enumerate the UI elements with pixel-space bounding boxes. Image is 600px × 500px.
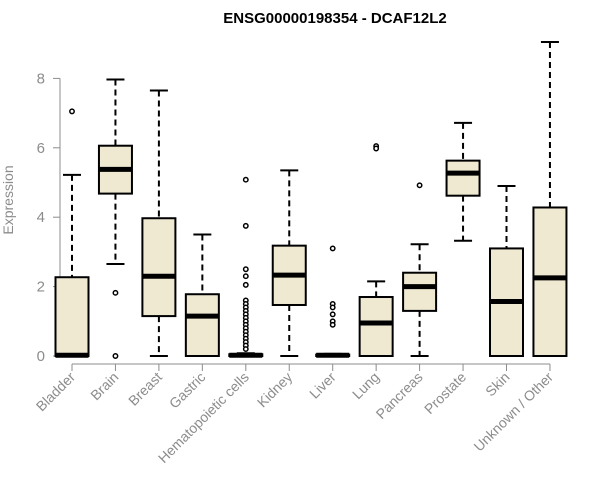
x-tick-label: Kidney (254, 369, 296, 411)
iqr-box (358, 296, 394, 358)
x-tick-label: Bladder (33, 369, 79, 415)
outlier-point (242, 346, 249, 353)
x-tick-label: Liver (306, 369, 339, 402)
iqr-box (141, 217, 177, 318)
outlier-point (242, 266, 249, 273)
box-breast (141, 89, 177, 357)
outlier-point (112, 289, 119, 296)
outlier-point (329, 311, 336, 318)
outlier-point (242, 281, 249, 288)
box-pancreas (402, 182, 438, 357)
x-tick-label: Lung (349, 369, 382, 402)
box-lung (358, 143, 394, 358)
box-liver (315, 245, 351, 358)
box-hematopoietic-cells (228, 176, 264, 358)
outlier-point (112, 353, 119, 359)
plot-area (54, 40, 568, 359)
y-tick-label: 0 (37, 348, 45, 365)
x-tick-label: Prostate (421, 369, 469, 417)
iqr-box (402, 271, 438, 312)
x-tick-label: Brain (87, 369, 121, 403)
y-tick-label: 2 (37, 279, 45, 296)
outlier-point (329, 304, 336, 311)
box-prostate (445, 121, 481, 242)
box-brain (97, 78, 133, 359)
y-tick-label: 8 (37, 70, 45, 87)
iqr-box (184, 293, 220, 358)
outlier-point (242, 222, 249, 229)
box-gastric (184, 233, 220, 358)
y-tick-label: 4 (37, 209, 45, 226)
outlier-point (373, 145, 380, 152)
outlier-point (329, 321, 336, 328)
y-tick-label: 6 (37, 140, 45, 157)
outlier-point (416, 182, 423, 189)
chart-title: ENSG00000198354 - DCAF12L2 (223, 10, 446, 27)
outlier-point (69, 108, 75, 115)
box-bladder (54, 108, 90, 358)
x-tick-label: Skin (482, 369, 513, 400)
box-unknown-other (532, 40, 568, 357)
iqr-box (445, 159, 481, 197)
outlier-point (242, 176, 249, 183)
iqr-box (54, 276, 90, 357)
box-skin (489, 184, 524, 357)
x-tick-label: Unknown / Other (470, 369, 556, 455)
x-tick-label: Pancreas (373, 369, 426, 422)
outlier-point (329, 245, 336, 252)
x-tick-label: Gastric (166, 369, 209, 412)
iqr-box (532, 206, 568, 357)
outlier-point (242, 273, 249, 280)
box-kidney (271, 169, 307, 357)
y-axis-label: Expression (0, 165, 16, 234)
x-tick-label: Breast (125, 369, 165, 409)
